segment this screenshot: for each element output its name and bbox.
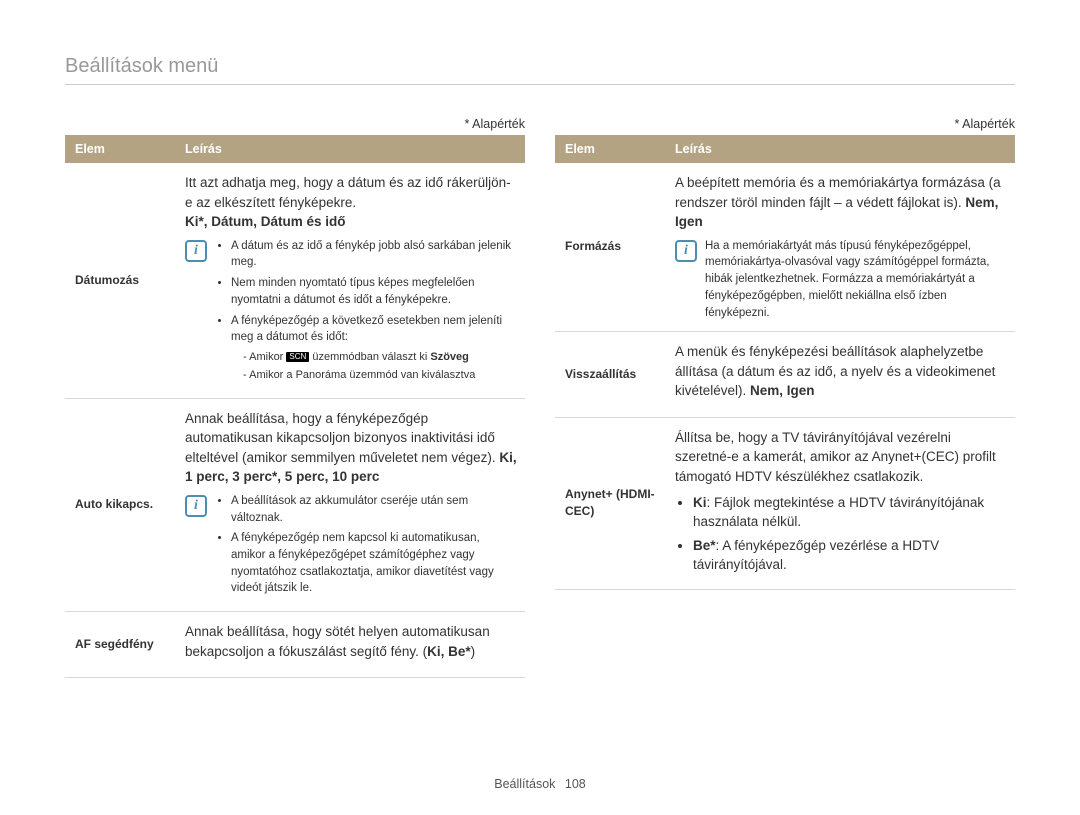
col-header-desc: Leírás bbox=[665, 135, 1015, 163]
note-sub-bullet: Amikor SCN üzemmódban választ ki Szöveg bbox=[243, 350, 517, 366]
default-note-right: * Alapérték bbox=[555, 117, 1015, 131]
info-icon: i bbox=[185, 240, 207, 262]
desc-text: A menük és fényképezési beállítások alap… bbox=[675, 344, 995, 398]
col-header-item: Elem bbox=[65, 135, 175, 163]
settings-table-left: Elem Leírás Dátumozás Itt azt adhatja me… bbox=[65, 135, 525, 678]
item-name: Auto kikapcs. bbox=[65, 398, 175, 611]
note-block: i Ha a memóriakártyát más típusú fénykép… bbox=[675, 238, 1007, 321]
note-block: i A beállítások az akkumulátor cseréje u… bbox=[185, 493, 517, 601]
right-column: * Alapérték Elem Leírás Formázás A beépí… bbox=[555, 117, 1015, 678]
note-sub-bullet: Amikor a Panoráma üzemmód van kiválasztv… bbox=[243, 368, 517, 384]
col-header-desc: Leírás bbox=[175, 135, 525, 163]
table-row: Anynet+ (HDMI-CEC) Állítsa be, hogy a TV… bbox=[555, 417, 1015, 589]
item-desc: Itt azt adhatja meg, hogy a dátum és az … bbox=[175, 163, 525, 398]
left-column: * Alapérték Elem Leírás Dátumozás Itt az… bbox=[65, 117, 525, 678]
page-title: Beállítások menü bbox=[65, 55, 1015, 78]
item-desc: Állítsa be, hogy a TV távirányítójával v… bbox=[665, 417, 1015, 589]
table-row: Auto kikapcs. Annak beállítása, hogy a f… bbox=[65, 398, 525, 611]
desc-options: Ki, Be* bbox=[427, 644, 471, 659]
item-name: Visszaállítás bbox=[555, 332, 665, 418]
note-bullet: A beállítások az akkumulátor cseréje utá… bbox=[231, 493, 517, 526]
page-number: 108 bbox=[565, 777, 586, 791]
table-row: Formázás A beépített memória és a memóri… bbox=[555, 163, 1015, 332]
col-header-item: Elem bbox=[555, 135, 665, 163]
note-bullet: A dátum és az idő a fénykép jobb alsó sa… bbox=[231, 238, 517, 271]
note-bullet: Nem minden nyomtató típus képes megfelel… bbox=[231, 275, 517, 308]
table-row: AF segédfény Annak beállítása, hogy söté… bbox=[65, 612, 525, 678]
settings-table-right: Elem Leírás Formázás A beépített memória… bbox=[555, 135, 1015, 590]
item-name: Formázás bbox=[555, 163, 665, 332]
desc-text: Annak beállítása, hogy a fényképezőgép a… bbox=[185, 411, 499, 465]
table-row: Dátumozás Itt azt adhatja meg, hogy a dá… bbox=[65, 163, 525, 398]
note-bullet: A fényképezőgép a következő esetekben ne… bbox=[231, 313, 517, 384]
desc-bullet: Ki: Fájlok megtekintése a HDTV távirányí… bbox=[693, 493, 1007, 532]
footer-label: Beállítások bbox=[494, 777, 555, 791]
note-block: i A dátum és az idő a fénykép jobb alsó … bbox=[185, 238, 517, 388]
title-divider bbox=[65, 84, 1015, 85]
note-text: Ha a memóriakártyát más típusú fényképez… bbox=[705, 238, 1007, 321]
desc-text: A beépített memória és a memóriakártya f… bbox=[675, 175, 1001, 210]
desc-options: Ki*, Dátum, Dátum és idő bbox=[185, 214, 346, 229]
desc-text: Állítsa be, hogy a TV távirányítójával v… bbox=[675, 428, 1007, 487]
item-name: AF segédfény bbox=[65, 612, 175, 678]
info-icon: i bbox=[675, 240, 697, 262]
item-desc: A menük és fényképezési beállítások alap… bbox=[665, 332, 1015, 418]
desc-text: Itt azt adhatja meg, hogy a dátum és az … bbox=[185, 175, 511, 210]
desc-options: Nem, Igen bbox=[750, 383, 815, 398]
table-row: Visszaállítás A menük és fényképezési be… bbox=[555, 332, 1015, 418]
mode-icon: SCN bbox=[286, 352, 309, 362]
content-columns: * Alapérték Elem Leírás Dátumozás Itt az… bbox=[65, 117, 1015, 678]
page-footer: Beállítások 108 bbox=[0, 777, 1080, 791]
item-name: Dátumozás bbox=[65, 163, 175, 398]
item-desc: Annak beállítása, hogy sötét helyen auto… bbox=[175, 612, 525, 678]
note-bullet: A fényképezőgép nem kapcsol ki automatik… bbox=[231, 530, 517, 597]
default-note-left: * Alapérték bbox=[65, 117, 525, 131]
info-icon: i bbox=[185, 495, 207, 517]
item-desc: A beépített memória és a memóriakártya f… bbox=[665, 163, 1015, 332]
desc-bullet: Be*: A fényképezőgép vezérlése a HDTV tá… bbox=[693, 536, 1007, 575]
item-name: Anynet+ (HDMI-CEC) bbox=[555, 417, 665, 589]
item-desc: Annak beállítása, hogy a fényképezőgép a… bbox=[175, 398, 525, 611]
